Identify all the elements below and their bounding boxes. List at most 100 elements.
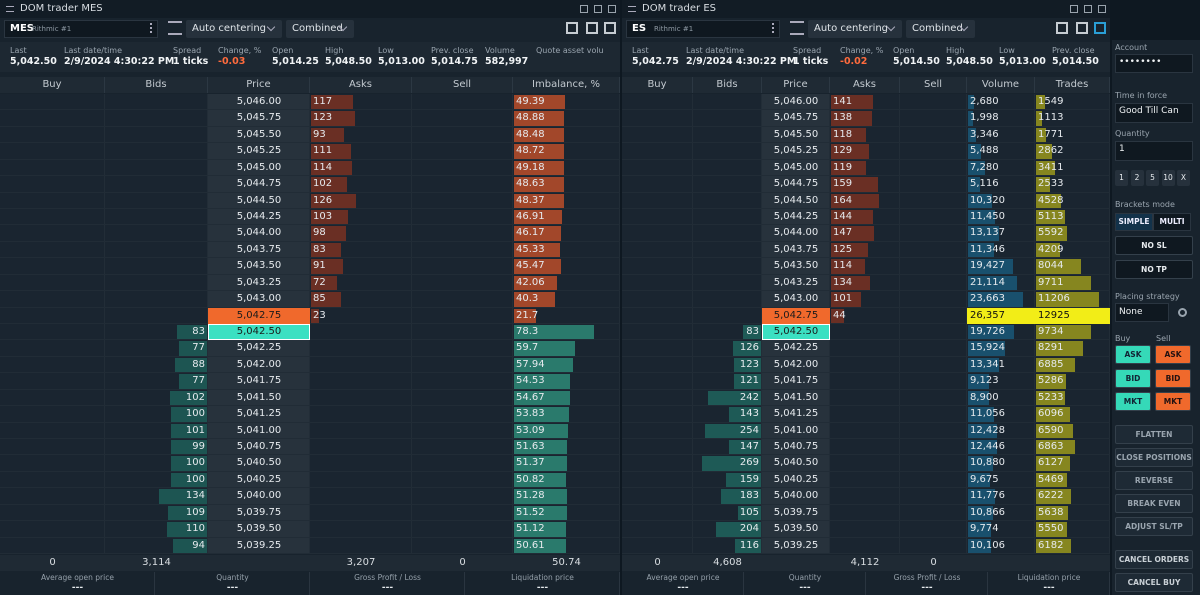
cell (310, 340, 412, 357)
cell (412, 159, 513, 177)
cell (105, 225, 208, 242)
asks-bar (831, 292, 861, 307)
symbol-menu[interactable] (772, 23, 774, 33)
position-value: --- (1043, 583, 1055, 593)
total: 0 (654, 557, 661, 568)
window-button[interactable] (608, 5, 616, 13)
volume-value: 19,726 (970, 326, 1005, 338)
position-cell (465, 572, 620, 595)
asks-value: 129 (833, 145, 853, 157)
window-button[interactable] (1098, 5, 1106, 13)
cell (208, 110, 310, 127)
cell (900, 340, 967, 357)
cell (0, 307, 105, 324)
dropdown[interactable] (808, 20, 902, 38)
quantity-preset-text: 1 (1119, 173, 1124, 182)
panel-title: DOM trader ES (642, 3, 716, 14)
toolbar-icon[interactable] (1056, 22, 1068, 34)
cell (622, 373, 693, 390)
window-button[interactable] (594, 5, 602, 13)
best-ask (762, 307, 830, 324)
price: 5,041.25 (236, 408, 282, 420)
dropdown[interactable] (286, 20, 354, 38)
asks-bar (831, 95, 873, 110)
imbalance-value: 50.82 (516, 473, 545, 485)
asks-value: 118 (833, 128, 853, 140)
asks-bar (831, 259, 865, 274)
info-value: 5,014.25 (272, 56, 319, 67)
dropdown[interactable] (186, 20, 282, 38)
volume-value: 26,357 (970, 309, 1005, 321)
cell (0, 389, 105, 407)
trades-value: 4209 (1038, 243, 1064, 255)
cell (310, 307, 412, 324)
cell (310, 537, 412, 555)
price: 5,041.75 (773, 375, 819, 387)
center-icon[interactable] (790, 21, 804, 35)
asks-value: 144 (833, 211, 853, 222)
volume-value: 10,106 (970, 539, 1005, 551)
symbol-menu[interactable] (150, 23, 152, 33)
info-value: 582,997 (485, 56, 529, 67)
trades-value: 4528 (1038, 194, 1064, 206)
bids-bar (737, 505, 761, 521)
toolbar-icon[interactable] (1076, 22, 1088, 34)
info-label: Last (632, 46, 649, 55)
symbol-box[interactable] (4, 20, 158, 38)
price: 5,039.25 (236, 539, 282, 551)
bids-value: 101 (185, 424, 205, 436)
bids-bar (171, 440, 207, 455)
settings-icon[interactable] (1178, 308, 1187, 317)
window-button[interactable] (580, 5, 588, 13)
imbalance-bar (514, 127, 564, 143)
imbalance-bar (514, 472, 567, 488)
info-label: Spread (793, 46, 822, 55)
asks-value: 125 (833, 243, 853, 255)
asks-bar (311, 160, 352, 176)
asks-bar (831, 111, 872, 126)
sell-button-text: ASK (1164, 350, 1182, 359)
best-bid (762, 324, 830, 341)
center-icon[interactable] (168, 21, 182, 35)
quantity-input[interactable] (1115, 141, 1193, 161)
symbol-box[interactable] (626, 20, 780, 38)
trades-bar (1036, 210, 1065, 225)
imbalance-value: 42.06 (516, 276, 545, 288)
toolbar-icon[interactable] (586, 22, 598, 34)
bids-value: 88 (192, 358, 205, 370)
info-label: Open (893, 46, 915, 55)
price: 5,039.25 (773, 539, 819, 551)
bids-value: 123 (739, 358, 759, 370)
imbalance-value: 51.63 (516, 441, 545, 453)
volume-value: 9,675 (970, 473, 999, 485)
imbalance-bar (514, 210, 563, 225)
quantity-preset-text: X (1180, 173, 1187, 182)
volume-value: 3,346 (970, 128, 999, 140)
info-label: Volume (485, 46, 515, 55)
window-button[interactable] (1070, 5, 1078, 13)
info-value: 5,042.75 (632, 56, 679, 67)
asks-bar (311, 193, 356, 208)
cell (208, 373, 310, 390)
column-header: Buy (622, 77, 693, 93)
info-value: -0.03 (218, 56, 246, 67)
toolbar-icon[interactable] (604, 22, 616, 34)
bids-bar (173, 538, 207, 554)
toolbar-icon[interactable] (1094, 22, 1106, 34)
cell (412, 389, 513, 407)
bids-bar (725, 472, 761, 488)
dropdown[interactable] (906, 20, 975, 38)
cell (967, 110, 1035, 127)
cell (310, 406, 412, 423)
trades-value: 9711 (1038, 276, 1064, 288)
info-value: 1 ticks (793, 56, 829, 67)
volume-value: 10,866 (970, 506, 1005, 518)
window-button[interactable] (1084, 5, 1092, 13)
imbalance-value: 51.12 (516, 523, 545, 535)
price: 5,043.00 (773, 293, 819, 305)
toolbar-icon[interactable] (566, 22, 578, 34)
trades-bar (1036, 259, 1082, 274)
cell (412, 504, 513, 522)
cell (830, 439, 900, 456)
asks-value: 117 (313, 96, 333, 107)
